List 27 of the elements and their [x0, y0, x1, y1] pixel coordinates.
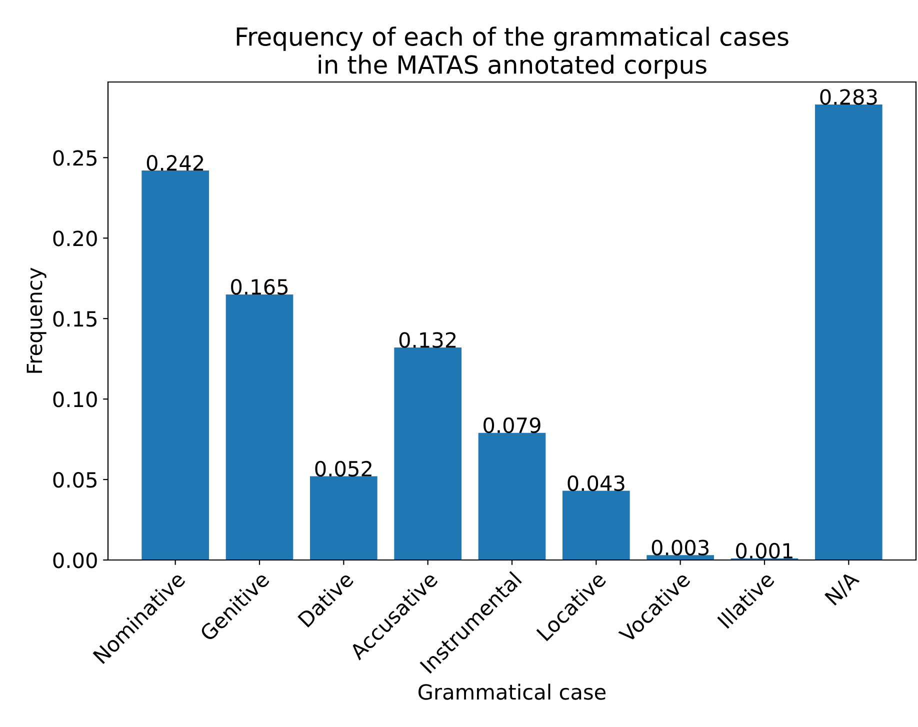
- y-tick-label: 0.00: [53, 552, 97, 568]
- data-label: 0.079: [484, 417, 540, 434]
- bar: [815, 104, 882, 560]
- data-label: 0.001: [736, 542, 792, 559]
- bar: [394, 348, 462, 560]
- y-tick-label: 0.10: [53, 392, 97, 408]
- y-tick-label: 0.25: [53, 150, 96, 166]
- data-label: 0.043: [568, 475, 624, 492]
- bar: [646, 555, 714, 560]
- data-label: 0.283: [820, 89, 877, 105]
- x-tick-label: N/A: [824, 570, 862, 607]
- bar: [310, 476, 378, 560]
- chart-title: Frequency of each of the grammatical cases in the MATAS annotated corpus: [236, 26, 788, 79]
- data-label: 0.132: [399, 332, 456, 348]
- data-label: 0.242: [146, 155, 204, 171]
- bar: [562, 490, 630, 560]
- bar: [226, 294, 294, 560]
- y-tick-label: 0.05: [53, 472, 96, 488]
- x-axis-title: Grammatical case: [418, 684, 606, 700]
- bar: [478, 432, 546, 560]
- data-label: 0.003: [652, 540, 708, 556]
- data-label: 0.165: [231, 278, 288, 295]
- data-label: 0.052: [315, 460, 372, 477]
- y-tick-label: 0.15: [53, 311, 96, 327]
- y-tick-label: 0.20: [53, 230, 97, 246]
- y-axis-title: Frequency: [26, 268, 46, 373]
- bar: [142, 170, 209, 560]
